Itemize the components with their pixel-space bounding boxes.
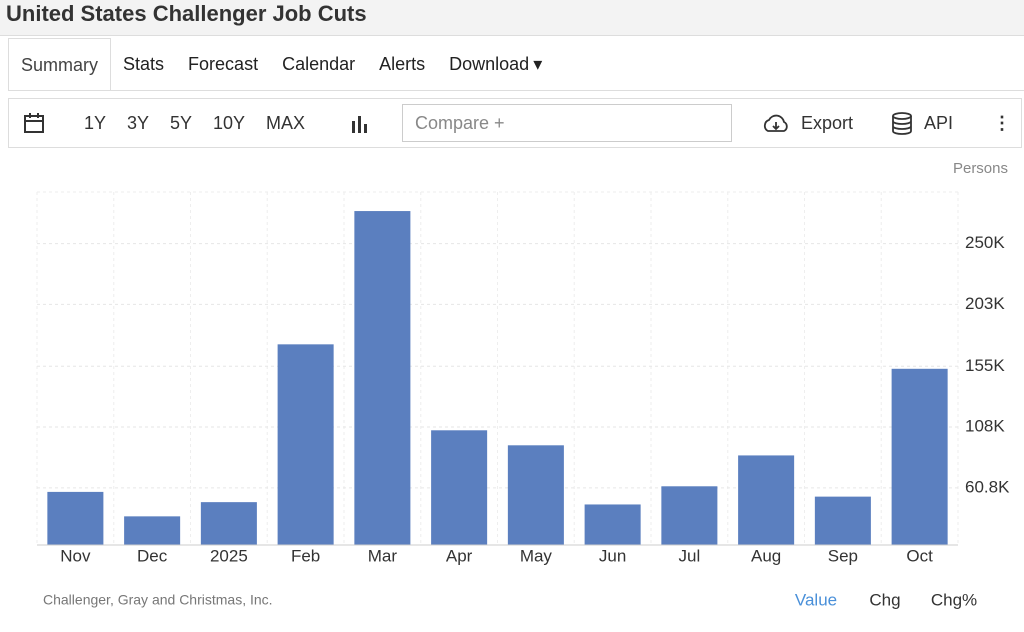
bar xyxy=(814,496,871,545)
x-tick-label: Feb xyxy=(291,546,320,565)
dropdown-caret[interactable]: ▾ xyxy=(533,54,543,74)
unit-label: Persons xyxy=(953,160,1008,177)
compare-input[interactable]: Compare + xyxy=(402,104,732,142)
export-button[interactable]: Export xyxy=(801,113,854,133)
tab[interactable]: Forecast xyxy=(188,54,259,74)
toolbar: 1Y 3Y 5Y 10Y MAX Compare + Export API ⋮ xyxy=(8,98,1022,148)
chart-type-icon[interactable] xyxy=(349,113,371,135)
x-tick-label: May xyxy=(520,546,553,565)
source: Challenger, Gray and Christmas, Inc. xyxy=(43,592,273,608)
x-tick-label: Jul xyxy=(679,546,701,565)
bar xyxy=(277,344,334,545)
tab[interactable]: Alerts xyxy=(379,54,426,74)
range-button[interactable]: MAX xyxy=(266,113,306,133)
tab[interactable]: Download xyxy=(449,54,530,74)
y-tick-label: 250K xyxy=(965,233,1005,252)
range-button[interactable]: 3Y xyxy=(127,113,150,133)
bar xyxy=(584,504,641,545)
tab[interactable]: Summary xyxy=(8,38,112,90)
tab-bar: Summary Stats Forecast Calendar Alerts D… xyxy=(8,38,1024,91)
x-tick-label: 2025 xyxy=(210,546,248,565)
y-tick-label: 203K xyxy=(965,294,1005,313)
bar xyxy=(124,516,181,545)
x-tick-label: Aug xyxy=(751,546,781,565)
x-tick-label: Nov xyxy=(60,546,91,565)
bar xyxy=(891,368,948,545)
bar xyxy=(200,502,257,545)
x-tick-label: Apr xyxy=(446,546,473,565)
view-tab[interactable]: Chg xyxy=(869,590,900,609)
view-tab[interactable]: Value xyxy=(795,590,837,609)
bar xyxy=(354,211,411,545)
export-icon[interactable] xyxy=(761,113,791,135)
y-tick-label: 108K xyxy=(965,416,1005,435)
tab[interactable]: Calendar xyxy=(282,54,356,74)
api-button[interactable]: API xyxy=(924,113,954,133)
range-button[interactable]: 10Y xyxy=(213,113,246,133)
range-button[interactable]: 1Y xyxy=(84,113,107,133)
x-tick-label: Sep xyxy=(828,546,858,565)
bar xyxy=(431,430,488,545)
bar xyxy=(661,486,718,545)
x-tick-label: Jun xyxy=(599,546,626,565)
chart: Persons Challenger, Gray and Christmas, … xyxy=(36,160,1010,609)
range-button[interactable]: 5Y xyxy=(170,113,193,133)
y-tick-label: 60.8K xyxy=(965,477,1010,496)
view-tab[interactable]: Chg% xyxy=(931,590,977,609)
more-menu[interactable]: ⋮ xyxy=(993,113,1011,133)
bar xyxy=(507,445,564,545)
bar xyxy=(47,491,104,545)
api-icon[interactable] xyxy=(891,111,913,137)
tab[interactable]: Stats xyxy=(123,54,165,74)
page-title: United States Challenger Job Cuts xyxy=(0,0,1024,36)
calendar-icon[interactable] xyxy=(23,112,45,134)
bar xyxy=(738,455,795,545)
y-tick-label: 155K xyxy=(965,356,1005,375)
x-tick-label: Mar xyxy=(368,546,398,565)
x-tick-label: Oct xyxy=(906,546,933,565)
x-tick-label: Dec xyxy=(137,546,168,565)
